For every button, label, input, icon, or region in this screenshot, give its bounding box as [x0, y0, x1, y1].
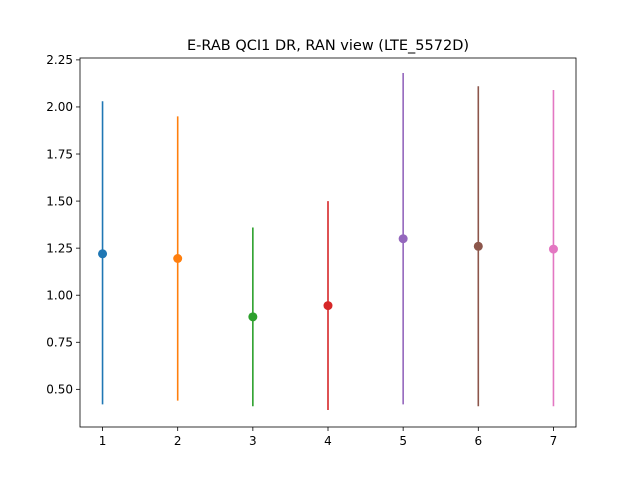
data-point-4 [323, 301, 333, 311]
data-point-2 [173, 254, 183, 264]
data-point-1 [98, 249, 108, 259]
x-tick-label: 7 [550, 434, 558, 448]
data-point-7 [548, 244, 558, 254]
x-tick-label: 2 [174, 434, 182, 448]
data-point-3 [248, 312, 258, 322]
y-tick-label: 0.50 [46, 383, 73, 397]
plot-marks [98, 73, 558, 411]
x-tick-label: 4 [324, 434, 332, 448]
data-point-5 [398, 234, 408, 244]
chart-title: E-RAB QCI1 DR, RAN view (LTE_5572D) [187, 38, 469, 54]
y-tick-label: 2.00 [46, 100, 73, 114]
y-tick-label: 1.25 [46, 241, 73, 255]
x-tick-label: 1 [99, 434, 107, 448]
x-tick-label: 5 [399, 434, 407, 448]
y-tick-label: 1.75 [46, 147, 73, 161]
x-axis: 1 2 3 4 5 6 7 [99, 427, 558, 448]
y-tick-label: 1.00 [46, 289, 73, 303]
y-axis: 0.50 0.75 1.00 1.25 1.50 1.75 2.00 2.25 [46, 53, 80, 397]
x-tick-label: 3 [249, 434, 257, 448]
x-tick-label: 6 [474, 434, 482, 448]
y-tick-label: 0.75 [46, 336, 73, 350]
plot-frame [79, 57, 577, 428]
data-point-6 [473, 241, 483, 251]
y-tick-label: 2.25 [46, 53, 73, 67]
y-tick-label: 1.50 [46, 194, 73, 208]
